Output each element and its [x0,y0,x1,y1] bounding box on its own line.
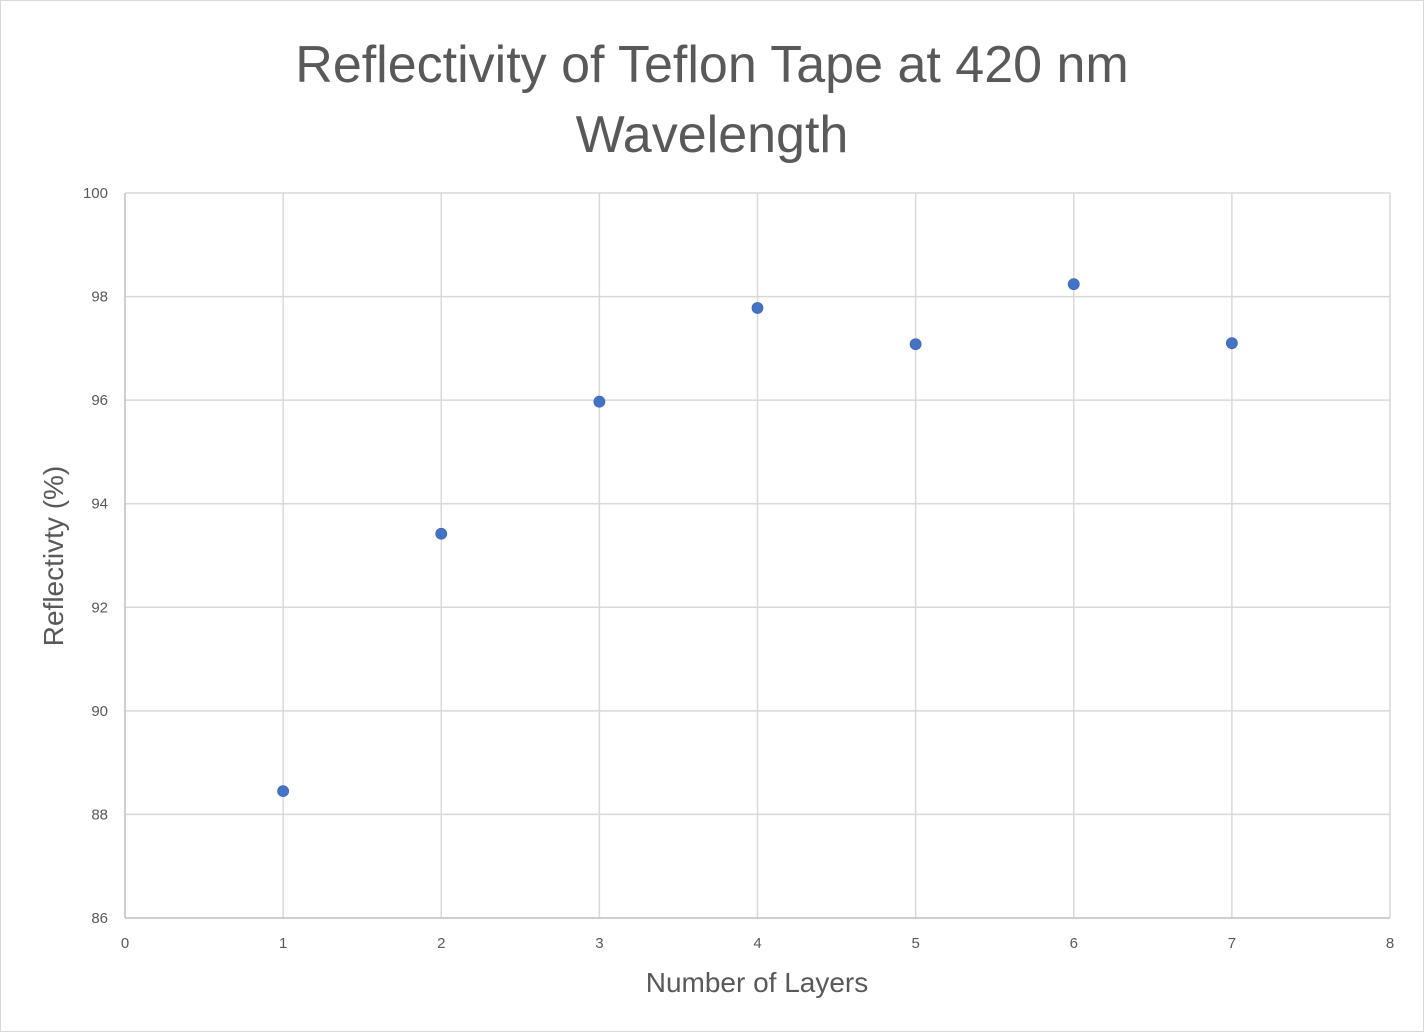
chart-title-line-2: Wavelength [575,106,849,164]
x-tick-label: 2 [437,935,445,952]
y-tick-label: 86 [91,910,108,927]
data-point [1225,337,1238,350]
x-axis-tick-labels: 0 1 2 3 4 5 6 7 8 [121,935,1394,952]
x-tick-label: 3 [595,935,603,952]
x-axis-title: Number of Layers [646,967,869,998]
data-point [1067,278,1080,291]
y-tick-label: 92 [91,599,108,616]
x-tick-label: 5 [911,935,919,952]
chart-title-line-1: Reflectivity of Teflon Tape at 420 nm [295,36,1129,94]
y-tick-label: 88 [91,806,108,823]
axis-lines [124,193,1390,919]
data-point [593,395,606,408]
vertical-gridlines [282,193,1391,918]
y-tick-label: 94 [91,496,108,513]
x-tick-label: 4 [753,935,761,952]
x-tick-label: 7 [1228,935,1236,952]
y-tick-label: 98 [91,289,108,306]
data-point [277,785,290,798]
y-axis-title: Reflectivty (%) [38,466,69,646]
data-point [751,302,764,314]
y-tick-label: 90 [91,703,108,720]
chart-title: Reflectivity of Teflon Tape at 420 nm Wa… [0,30,1424,170]
x-tick-label: 0 [121,935,129,952]
x-tick-label: 8 [1386,935,1394,952]
y-tick-label: 100 [83,185,108,202]
y-tick-label: 96 [91,392,108,409]
y-axis-tick-labels: 86 88 90 92 94 96 98 100 [83,185,108,927]
x-tick-label: 6 [1070,935,1078,952]
data-point [909,338,922,351]
data-point [435,527,448,540]
x-tick-label: 1 [279,935,287,952]
data-points [277,278,1238,798]
horizontal-gridlines [125,192,1390,816]
